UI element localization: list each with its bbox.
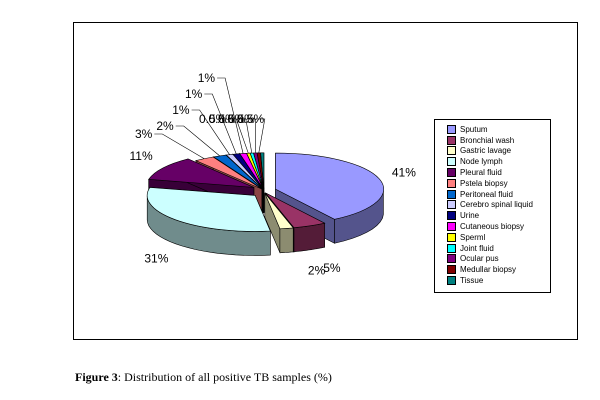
legend-item-pstela-biopsy: Pstela biopsy [447,178,550,189]
legend-swatch [447,243,456,253]
legend-label: Cutaneous biopsy [460,222,525,232]
legend-swatch [447,124,456,134]
legend-swatch [447,222,456,232]
legend-label: Urine [460,211,480,221]
leader-joint-fluid [237,118,253,154]
legend-swatch [447,178,456,188]
pie-slices [146,152,385,256]
leader-peritoneal-fluid [175,125,220,157]
legend-label: Pstela biopsy [460,178,508,188]
data-label-tissue: 0.5% [237,112,265,126]
legend-swatch [447,265,456,275]
data-label-peritoneal-fluid: 2% [156,119,174,133]
legend-item-gastric-lavage: Gastric lavage [447,146,550,157]
legend-label: Ocular pus [460,254,499,264]
legend-label: Joint fluid [460,243,494,253]
legend-swatch [447,200,456,210]
figure-caption-text: : Distribution of all positive TB sample… [117,370,332,384]
leader-ocular-pus [247,118,256,153]
legend-label: Node lymph [460,157,503,167]
leader-sperml [228,118,249,154]
data-label-medullar-biopsy: 0.5% [227,112,255,126]
legend: Sputum Bronchial wash Gastric lavage Node l… [434,119,551,293]
legend-swatch [447,189,456,199]
legend-item-cerebro-spinal-liquid: Cerebro spinal liquid [447,200,550,211]
data-label-sputum: 41% [392,166,416,180]
legend-label: Gastric lavage [460,146,512,156]
leader-cerebro-spinal-liquid [191,109,230,155]
legend-label: Sperml [460,232,486,242]
legend-swatch [447,276,456,286]
figure-number: Figure 3 [75,370,118,384]
legend-swatch [447,157,456,167]
leader-medullar-biopsy [256,118,266,153]
leader-cutaneous-biopsy [217,77,244,154]
legend-swatch [447,232,456,242]
data-label-pleural-fluid: 11% [130,149,153,163]
legend-item-medullar-biopsy: Medullar biopsy [447,264,550,275]
figure-caption: Figure 3: Distribution of all positive T… [75,370,332,385]
pie-slice-gastric-lavage [264,192,294,254]
data-label-bronchial-wash: 5% [323,261,341,275]
legend-label: Sputum [460,124,488,134]
legend-item-ocular-pus: Ocular pus [447,254,550,265]
data-label-pstela-biopsy: 3% [135,127,153,141]
legend-label: Tissue [460,276,484,286]
data-label-sperml: 0.5% [199,112,227,126]
data-labels: 41%5%2%31%11%3%2%1%1%1%0.5%0.5%0.5%0.5%0… [130,71,417,277]
legend-item-peritoneal-fluid: Peritoneal fluid [447,189,550,200]
data-label-joint-fluid: 0.5% [208,112,236,126]
legend-swatch [447,254,456,264]
data-label-gastric-lavage: 2% [308,263,326,277]
legend-label: Cerebro spinal liquid [460,200,533,210]
data-label-cerebro-spinal-liquid: 1% [172,103,190,117]
pie-slice-node-lymph [146,187,271,256]
legend-swatch [447,135,456,145]
data-label-ocular-pus: 0.5% [218,112,246,126]
legend-item-bronchial-wash: Bronchial wash [447,135,550,146]
data-label-urine: 1% [185,87,203,101]
leader-lines [154,77,266,159]
legend-item-joint-fluid: Joint fluid [447,243,550,254]
legend-item-pleural-fluid: Pleural fluid [447,167,550,178]
legend-label: Pleural fluid [460,168,502,178]
legend-item-node-lymph: Node lymph [447,156,550,167]
legend-label: Peritoneal fluid [460,189,513,199]
legend-swatch [447,211,456,221]
pie-chart: 41%5%2%31%11%3%2%1%1%1%0.5%0.5%0.5%0.5%0… [130,71,417,277]
legend-item-tissue: Tissue [447,275,550,286]
legend-swatch [447,146,456,156]
data-label-node-lymph: 31% [144,252,168,266]
chart-area: 41% 5% 2% 31% 11% 3% 2% 1% 1% 1% 0.5% 0.5% 0.5% 0.5% 0… [73,22,578,340]
leader-urine [204,93,237,155]
data-label-cutaneous-biopsy: 1% [198,71,216,85]
leader-pstela-biopsy [154,133,205,159]
legend-item-sperml: Sperml [447,232,550,243]
legend-item-urine: Urine [447,210,550,221]
legend-item-cutaneous-biopsy: Cutaneous biopsy [447,221,550,232]
legend-swatch [447,168,456,178]
legend-label: Medullar biopsy [460,265,517,275]
legend-item-sputum: Sputum [447,124,550,135]
legend-label: Bronchial wash [460,135,515,145]
